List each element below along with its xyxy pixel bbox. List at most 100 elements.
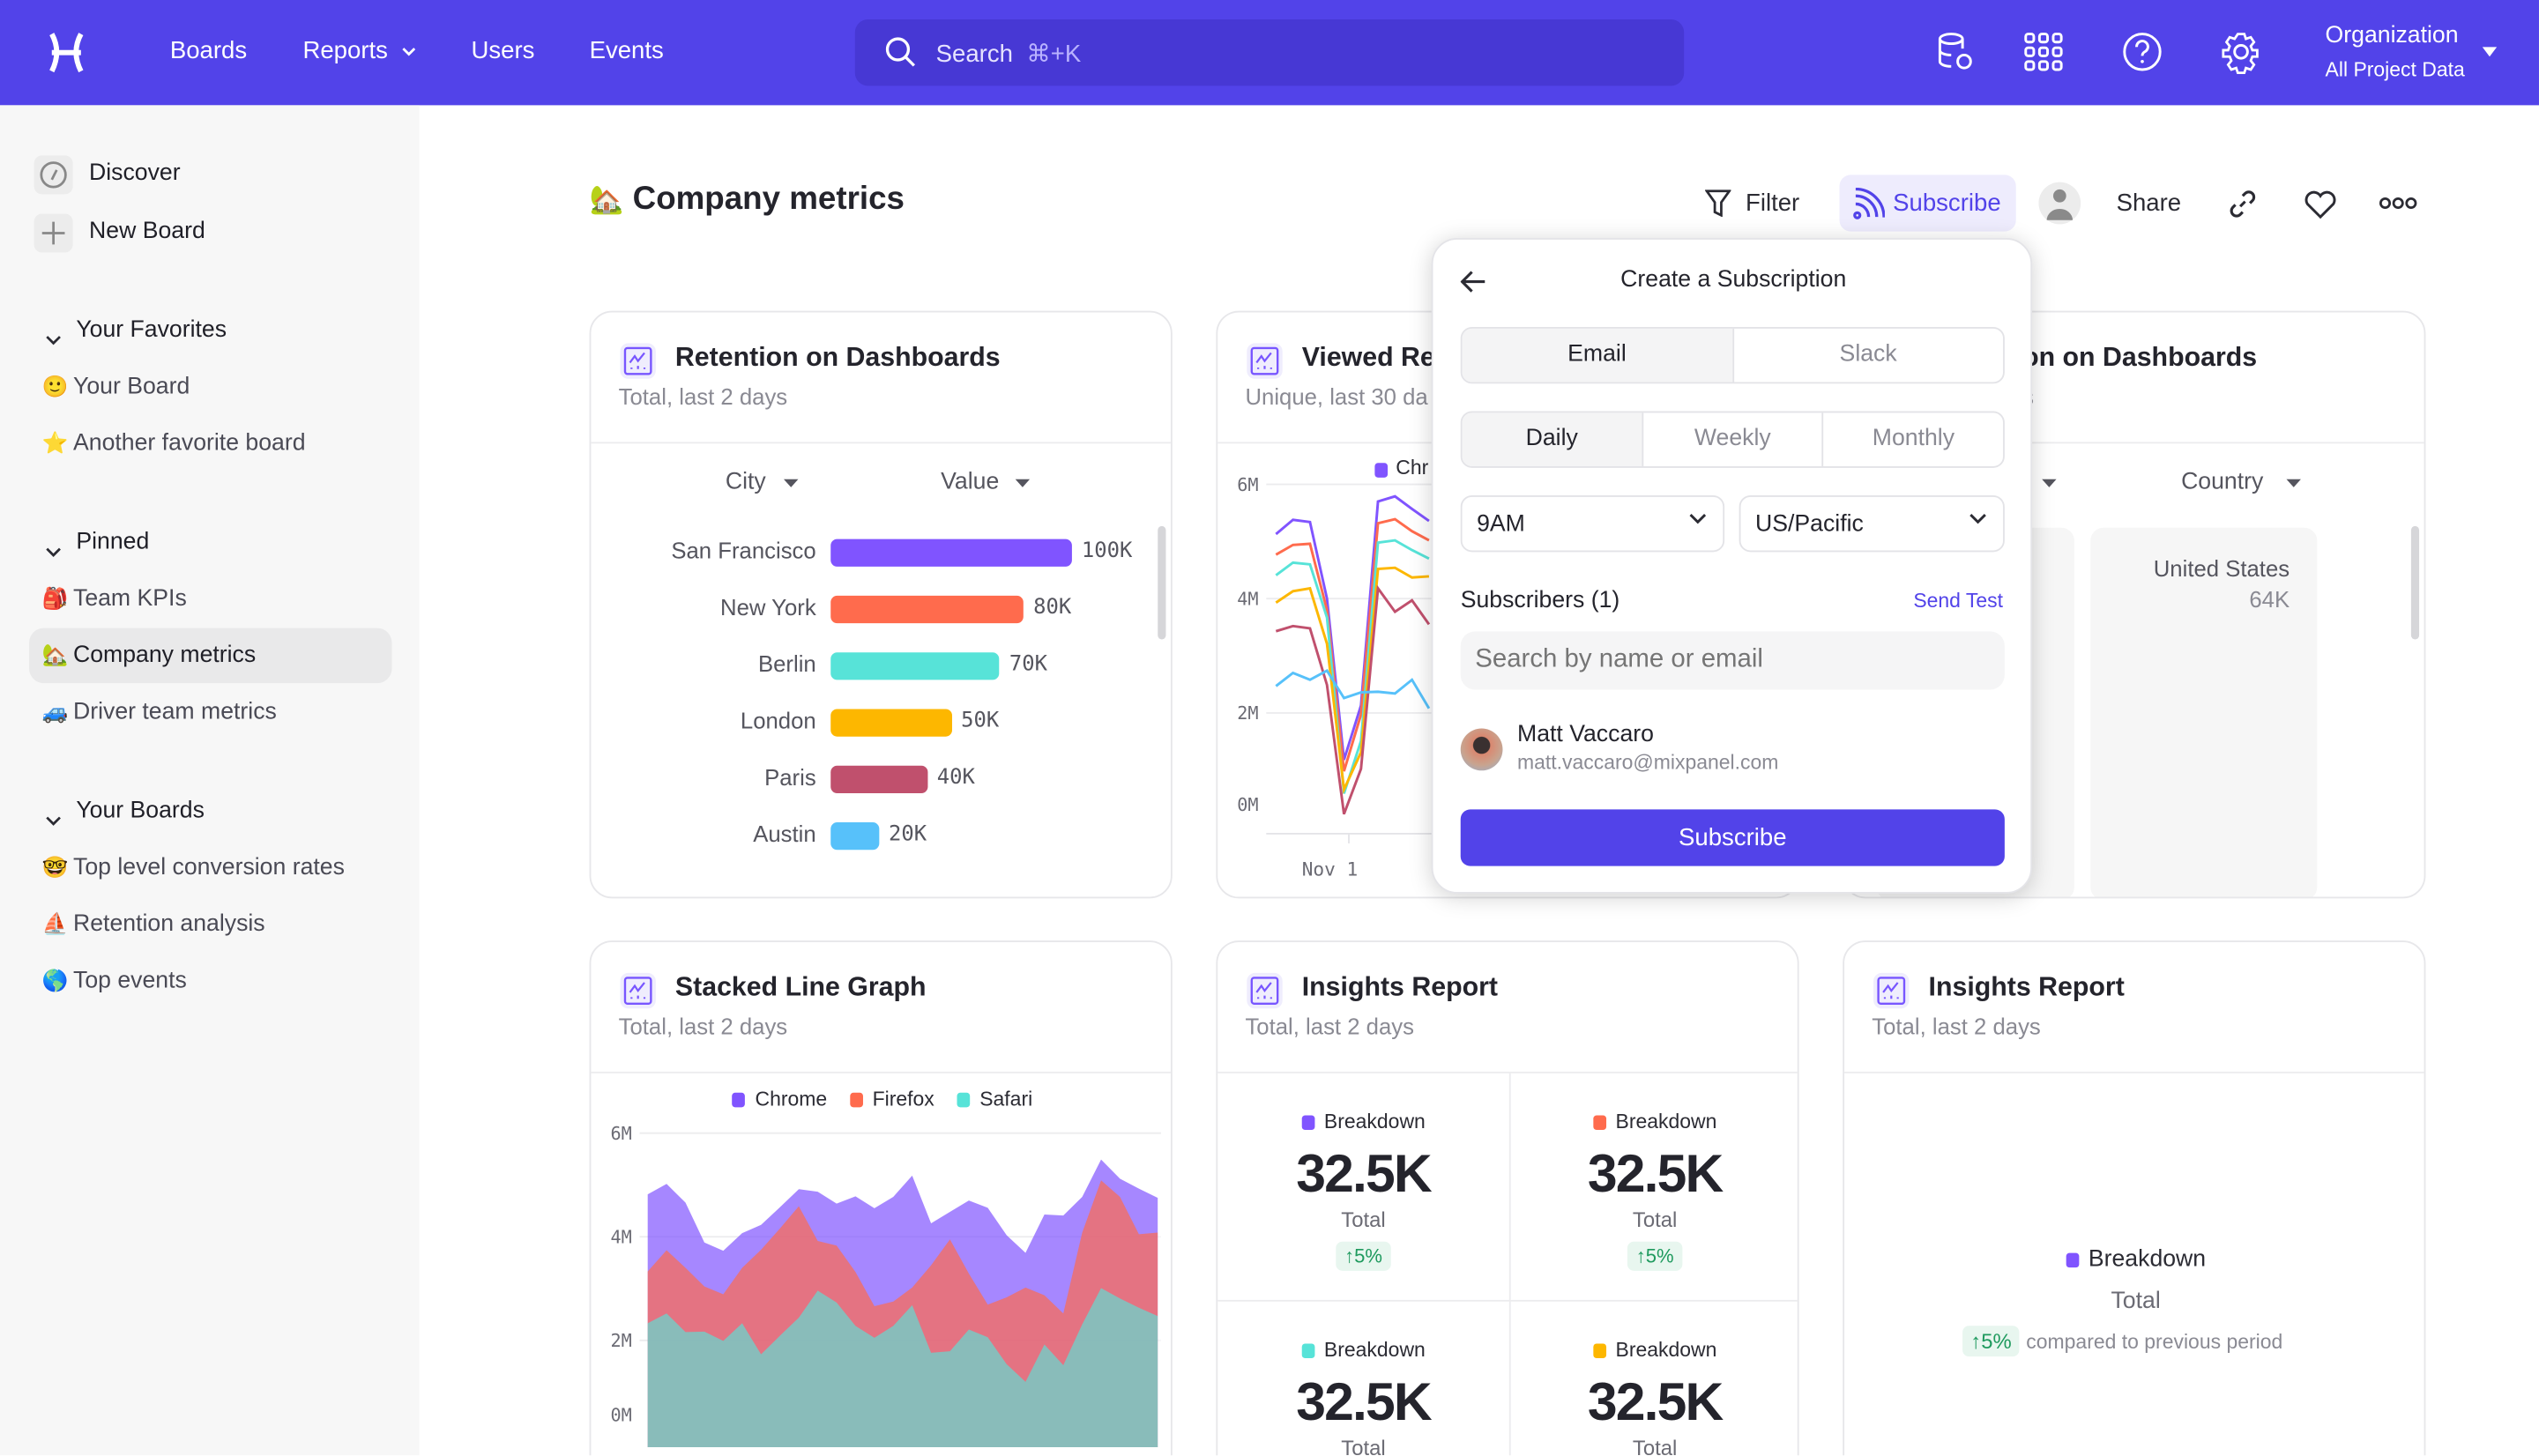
heart-icon[interactable] <box>2303 188 2338 220</box>
subscribe-submit-button[interactable]: Subscribe <box>1460 809 2005 866</box>
chevron-down-icon[interactable] <box>45 538 61 567</box>
sidebar-section-header[interactable]: Your Favorites <box>76 316 227 344</box>
bar[interactable] <box>830 822 879 851</box>
help-icon[interactable] <box>2119 29 2164 74</box>
bar[interactable] <box>830 539 1072 567</box>
organization-name[interactable]: Organization <box>2325 22 2459 49</box>
tab-weekly[interactable]: Weekly <box>1641 412 1822 466</box>
channel-toggle: Email Slack <box>1460 327 2005 384</box>
tab-email[interactable]: Email <box>1462 328 1732 383</box>
back-arrow-icon[interactable] <box>1460 271 1486 293</box>
grid-divider <box>1508 1073 1511 1456</box>
bar[interactable] <box>830 709 952 737</box>
line-series[interactable] <box>1275 539 1430 794</box>
sidebar-board-item[interactable]: 🌎 Top events <box>42 968 187 993</box>
sidebar-item-label: Top level conversion rates <box>72 854 345 881</box>
legend-item[interactable]: Safari <box>957 1088 1032 1111</box>
nav-reports[interactable]: Reports <box>302 37 388 65</box>
caret-down-icon[interactable] <box>2482 47 2498 57</box>
mixpanel-logo-icon[interactable] <box>47 33 86 73</box>
nav-users[interactable]: Users <box>471 37 535 65</box>
line-series[interactable] <box>1275 566 1430 795</box>
legend-label: Firefox <box>872 1088 934 1111</box>
nav-events[interactable]: Events <box>589 37 664 65</box>
legend-label[interactable]: Chr <box>1396 456 1429 479</box>
subscribe-button[interactable]: Subscribe <box>1839 175 2016 232</box>
cell-label: United States <box>2153 554 2290 582</box>
metric-tile[interactable]: Breakdown 32.5K Total ↑5% <box>1509 1111 1798 1271</box>
legend-item[interactable]: Firefox <box>849 1088 934 1111</box>
sidebar-board-item[interactable]: 🎒 Team KPIs <box>42 586 187 612</box>
tab-daily[interactable]: Daily <box>1462 412 1642 466</box>
metric-tile[interactable]: Breakdown 32.5K Total <box>1509 1339 1798 1455</box>
more-options-icon[interactable] <box>2379 196 2417 211</box>
nav-boards[interactable]: Boards <box>169 37 248 65</box>
filter-button[interactable]: Filter <box>1745 189 1800 218</box>
settings-gear-icon[interactable] <box>2218 29 2263 75</box>
card-title[interactable]: Insights Report <box>1301 972 1499 1002</box>
database-gear-icon[interactable] <box>1933 29 1978 74</box>
time-select[interactable]: 9AM <box>1460 495 1725 553</box>
card-subtitle: Total, last 2 days <box>618 1013 788 1040</box>
scrollbar[interactable] <box>2410 525 2420 640</box>
bar-value-label: 80K <box>1033 595 1072 620</box>
metric-tile[interactable]: Breakdown 32.5K Total ↑5% <box>1217 1111 1509 1271</box>
chevron-down-icon[interactable] <box>45 325 61 354</box>
card-title[interactable]: Insights Report <box>1928 972 2125 1002</box>
metric-total: Total <box>1632 1207 1678 1232</box>
bar[interactable] <box>830 652 1000 680</box>
metric-tile[interactable]: Breakdown 32.5K Total <box>1217 1339 1509 1455</box>
tab-monthly[interactable]: Monthly <box>1821 412 2003 466</box>
scrollbar[interactable] <box>1158 525 1166 640</box>
filter-icon <box>1705 189 1731 218</box>
timezone-select[interactable]: US/Pacific <box>1739 495 2005 553</box>
tab-slack[interactable]: Slack <box>1731 328 2003 383</box>
board-emoji-icon: ⭐ <box>41 430 69 456</box>
sidebar-item-label: Team KPIs <box>72 585 187 613</box>
card-title[interactable]: on on Dashboards <box>2022 343 2258 373</box>
table-cell-united-states[interactable]: United States 64K <box>2090 527 2318 897</box>
bar[interactable] <box>830 765 927 793</box>
country-column-header[interactable]: Country <box>2181 469 2264 496</box>
chevron-down-icon <box>1969 514 1986 524</box>
sidebar-board-item[interactable]: 🙂 Your Board <box>42 374 190 399</box>
caret-down-icon <box>2286 479 2301 487</box>
card-title[interactable]: Stacked Line Graph <box>674 972 927 1002</box>
sidebar-item-discover[interactable]: Discover <box>89 160 181 187</box>
chart-legend: Chrome Firefox Safari <box>591 1088 1171 1111</box>
legend-swatch <box>2066 1252 2079 1268</box>
line-series[interactable] <box>1275 584 1431 815</box>
sidebar-board-item[interactable]: 🏡 Company metrics <box>42 643 256 668</box>
chevron-down-icon[interactable] <box>45 806 61 836</box>
sidebar-board-item[interactable]: ⛵ Retention analysis <box>42 911 265 937</box>
value-column-header[interactable]: Value <box>941 469 1000 496</box>
sidebar-board-item[interactable]: 🚙 Driver team metrics <box>42 699 277 724</box>
card-title[interactable]: Retention on Dashboards <box>674 343 1001 373</box>
sidebar-item-label: Company metrics <box>72 643 257 669</box>
send-test-link[interactable]: Send Test <box>1913 589 2004 613</box>
sidebar-item-new-board[interactable]: New Board <box>89 218 205 245</box>
link-icon[interactable] <box>2228 189 2257 219</box>
legend-item[interactable]: Chrome <box>732 1088 827 1111</box>
line-series[interactable] <box>1275 668 1431 709</box>
share-button[interactable]: Share <box>2116 189 2182 218</box>
chevron-down-icon <box>1689 514 1707 524</box>
user-avatar-icon[interactable] <box>2038 182 2081 226</box>
sidebar-board-item[interactable]: ⭐ Another favorite board <box>42 431 306 457</box>
global-search[interactable]: Search ⌘+K <box>854 19 1685 86</box>
search-icon <box>885 37 916 67</box>
line-series[interactable] <box>1275 517 1430 772</box>
y-tick-label: 6M <box>610 1123 631 1144</box>
line-series[interactable] <box>1275 494 1430 761</box>
bar[interactable] <box>830 595 1024 624</box>
project-name[interactable]: All Project Data <box>2325 58 2465 81</box>
city-column-header[interactable]: City <box>725 469 766 496</box>
sidebar-section-header[interactable]: Pinned <box>76 529 150 555</box>
bar-value-label: 70K <box>1009 652 1047 677</box>
sidebar-board-item[interactable]: 🤓 Top level conversion rates <box>42 855 345 880</box>
area-series-safari[interactable] <box>647 1288 1158 1448</box>
apps-grid-icon[interactable] <box>2021 29 2066 74</box>
sidebar-section-header[interactable]: Your Boards <box>76 798 205 824</box>
subscriber-search-input[interactable] <box>1460 631 2005 690</box>
card-title[interactable]: Viewed Re <box>1301 343 1435 373</box>
